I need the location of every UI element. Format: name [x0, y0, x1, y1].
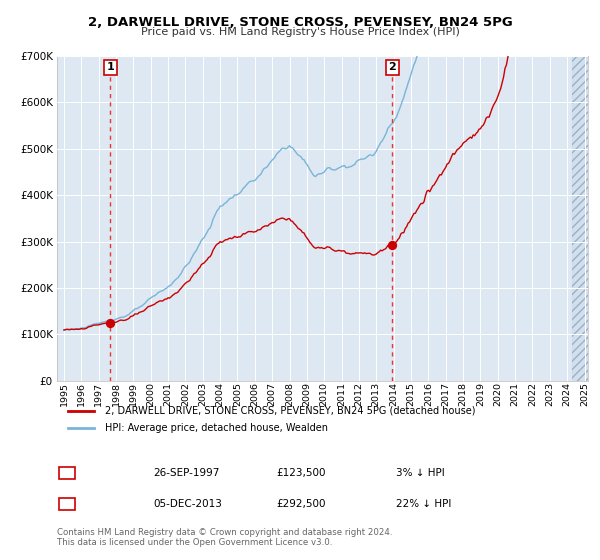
Text: 2: 2 — [388, 63, 396, 72]
Bar — [572, 56, 588, 381]
Text: 2, DARWELL DRIVE, STONE CROSS, PEVENSEY, BN24 5PG (detached house): 2, DARWELL DRIVE, STONE CROSS, PEVENSEY,… — [105, 405, 475, 416]
Text: 05-DEC-2013: 05-DEC-2013 — [153, 499, 222, 509]
Text: 1: 1 — [65, 468, 73, 478]
Text: £123,500: £123,500 — [276, 468, 325, 478]
Text: £292,500: £292,500 — [276, 499, 325, 509]
Text: Contains HM Land Registry data © Crown copyright and database right 2024.
This d: Contains HM Land Registry data © Crown c… — [57, 528, 392, 547]
Text: 3% ↓ HPI: 3% ↓ HPI — [396, 468, 445, 478]
Point — [388, 241, 397, 250]
Text: 26-SEP-1997: 26-SEP-1997 — [153, 468, 220, 478]
Text: Price paid vs. HM Land Registry's House Price Index (HPI): Price paid vs. HM Land Registry's House … — [140, 27, 460, 37]
Bar — [572, 56, 588, 381]
Text: HPI: Average price, detached house, Wealden: HPI: Average price, detached house, Weal… — [105, 423, 328, 433]
Text: 2, DARWELL DRIVE, STONE CROSS, PEVENSEY, BN24 5PG: 2, DARWELL DRIVE, STONE CROSS, PEVENSEY,… — [88, 16, 512, 29]
Text: 2: 2 — [65, 499, 73, 509]
Text: 1: 1 — [106, 63, 114, 72]
Text: 22% ↓ HPI: 22% ↓ HPI — [396, 499, 451, 509]
Point — [106, 319, 115, 328]
